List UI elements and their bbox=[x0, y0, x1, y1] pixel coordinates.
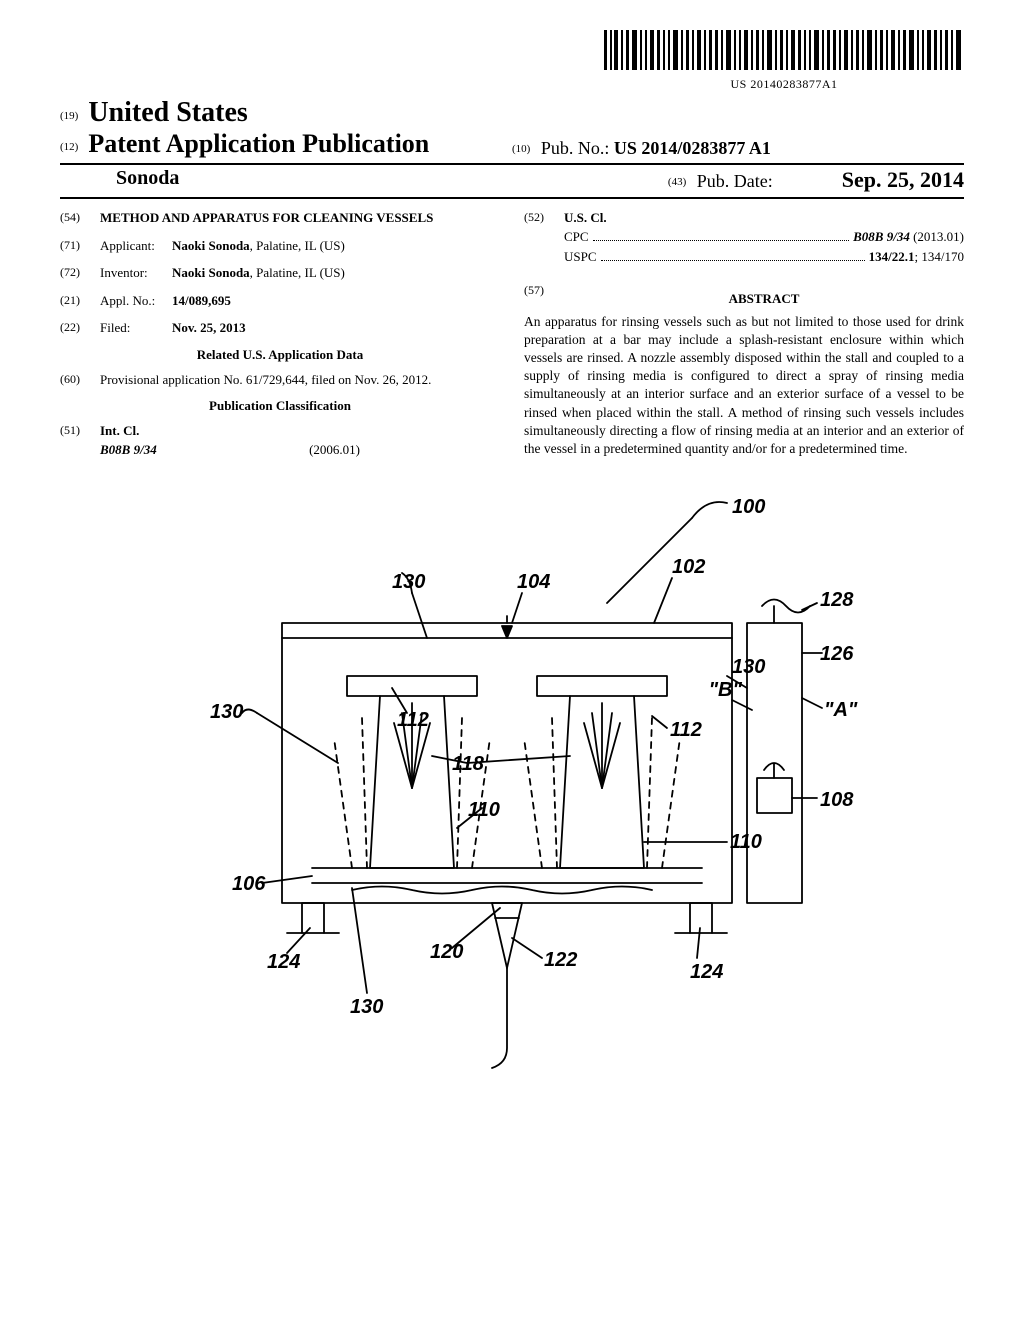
fig-label-122: 122 bbox=[544, 949, 577, 971]
cpc-value: B08B 9/34 bbox=[853, 229, 910, 244]
right-column: (52) U.S. Cl. CPC B08B 9/34 (2013.01) US… bbox=[524, 209, 964, 458]
fig-label-126: 126 bbox=[820, 643, 854, 665]
header-block: (19) United States (12) Patent Applicati… bbox=[60, 97, 964, 199]
fig-label-124: 124 bbox=[690, 961, 723, 983]
inventor-location: , Palatine, IL (US) bbox=[250, 265, 345, 280]
applicant-location: , Palatine, IL (US) bbox=[250, 238, 345, 253]
filed-date: Nov. 25, 2013 bbox=[172, 319, 500, 337]
pubdate-code: (43) bbox=[668, 176, 686, 188]
uspc-extra: ; 134/170 bbox=[915, 249, 964, 264]
pubno-value: US 2014/0283877 A1 bbox=[614, 138, 771, 158]
inventor-label: Inventor: bbox=[100, 264, 172, 282]
applicant-label: Applicant: bbox=[100, 237, 172, 255]
uscl-label: U.S. Cl. bbox=[564, 209, 964, 227]
barcode-text: US 20140283877A1 bbox=[604, 77, 964, 92]
abstract-code: (57) bbox=[524, 283, 564, 313]
applicant-name: Naoki Sonoda bbox=[172, 238, 250, 253]
inventor-name: Naoki Sonoda bbox=[172, 265, 250, 280]
patent-figure: 100 130 104 102 128 126 "A" "B" 108 110 … bbox=[60, 488, 964, 1133]
fig-label-130: 130 bbox=[732, 656, 765, 678]
fig-label-128: 128 bbox=[820, 589, 854, 611]
pubdate-value: Sep. 25, 2014 bbox=[842, 167, 964, 192]
invention-title: METHOD AND APPARATUS FOR CLEANING VESSEL… bbox=[100, 209, 500, 227]
intcl-label: Int. Cl. bbox=[100, 422, 500, 440]
fig-label-B: "B" bbox=[709, 679, 743, 701]
appl-label: Appl. No.: bbox=[100, 292, 172, 310]
title-code: (54) bbox=[60, 209, 100, 227]
pubtype-code: (12) bbox=[60, 141, 78, 153]
author-name: Sonoda bbox=[60, 167, 179, 193]
uspc-value: 134/22.1 bbox=[869, 249, 915, 264]
abstract-text: An apparatus for rinsing vessels such as… bbox=[524, 313, 964, 459]
fig-label-130: 130 bbox=[210, 701, 243, 723]
pubno-code: (10) bbox=[512, 143, 530, 155]
appl-code: (21) bbox=[60, 292, 100, 310]
fig-label-130: 130 bbox=[350, 996, 383, 1018]
fig-label-124: 124 bbox=[267, 951, 300, 973]
cpc-year: (2013.01) bbox=[910, 229, 964, 244]
filed-label: Filed: bbox=[100, 319, 172, 337]
intcl-year: (2006.01) bbox=[309, 442, 360, 458]
country-name: United States bbox=[88, 97, 247, 128]
fig-label-110: 110 bbox=[730, 831, 762, 853]
country-code: (19) bbox=[60, 110, 78, 122]
barcode-region: US 20140283877A1 bbox=[60, 30, 964, 93]
related-app-heading: Related U.S. Application Data bbox=[60, 347, 500, 363]
pubdate-label: Pub. Date: bbox=[697, 171, 773, 191]
provisional-text: Provisional application No. 61/729,644, … bbox=[100, 371, 500, 389]
figure-svg: 100 130 104 102 128 126 "A" "B" 108 110 … bbox=[152, 488, 872, 1128]
fig-label-118: 118 bbox=[452, 753, 485, 775]
fig-label-112: 112 bbox=[670, 719, 702, 741]
intcl-class: B08B 9/34 bbox=[100, 442, 157, 458]
fig-label-106: 106 bbox=[232, 873, 266, 895]
appl-number: 14/089,695 bbox=[172, 292, 500, 310]
uscl-code: (52) bbox=[524, 209, 564, 227]
uspc-label: USPC bbox=[564, 249, 597, 265]
inventor-code: (72) bbox=[60, 264, 100, 282]
publication-type: Patent Application Publication bbox=[88, 129, 429, 158]
barcode: US 20140283877A1 bbox=[604, 30, 964, 92]
abstract-heading: ABSTRACT bbox=[564, 291, 964, 307]
dotted-leader bbox=[593, 240, 850, 241]
pubno-label: Pub. No.: bbox=[541, 138, 610, 158]
fig-label-110: 110 bbox=[468, 799, 500, 821]
intcl-code: (51) bbox=[60, 422, 100, 440]
cpc-label: CPC bbox=[564, 229, 589, 245]
fig-label-100: 100 bbox=[732, 496, 765, 518]
fig-label-130: 130 bbox=[392, 571, 425, 593]
left-column: (54) METHOD AND APPARATUS FOR CLEANING V… bbox=[60, 209, 500, 458]
fig-label-108: 108 bbox=[820, 789, 854, 811]
fig-label-104: 104 bbox=[517, 571, 550, 593]
pubclass-heading: Publication Classification bbox=[60, 398, 500, 414]
fig-label-112: 112 bbox=[397, 709, 429, 731]
fig-label-A: "A" bbox=[824, 699, 858, 721]
dotted-leader bbox=[601, 260, 865, 261]
provisional-code: (60) bbox=[60, 371, 100, 389]
filed-code: (22) bbox=[60, 319, 100, 337]
fig-label-120: 120 bbox=[430, 941, 463, 963]
applicant-code: (71) bbox=[60, 237, 100, 255]
barcode-svg bbox=[604, 30, 964, 70]
biblio-section: (54) METHOD AND APPARATUS FOR CLEANING V… bbox=[60, 209, 964, 458]
fig-label-102: 102 bbox=[672, 556, 705, 578]
